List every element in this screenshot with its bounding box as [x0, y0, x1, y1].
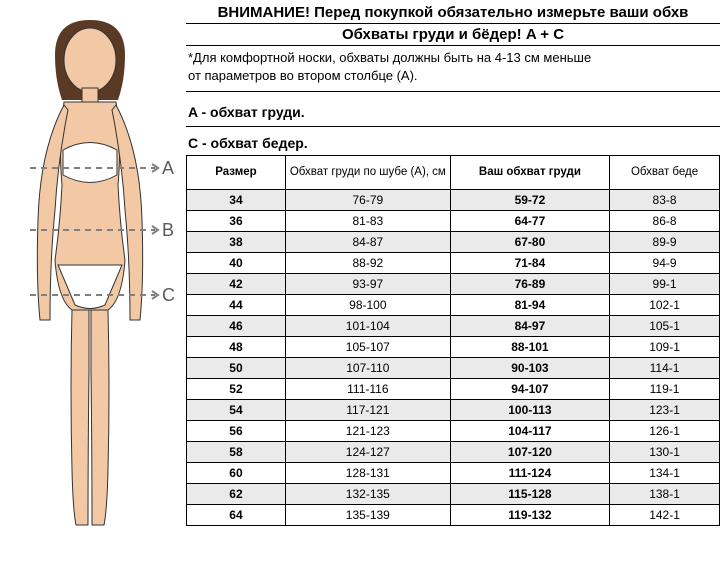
- cell-hip: 142-1: [610, 505, 720, 526]
- cell-bust: 104-117: [450, 421, 609, 442]
- cell-hip: 134-1: [610, 463, 720, 484]
- cell-bust: 71-84: [450, 253, 609, 274]
- cell-bust: 88-101: [450, 337, 609, 358]
- cell-a: 81-83: [285, 211, 450, 232]
- cell-bust: 107-120: [450, 442, 609, 463]
- cell-a: 135-139: [285, 505, 450, 526]
- note-line-2: от параметров во втором столбце (A).: [188, 67, 718, 85]
- cell-hip: 94-9: [610, 253, 720, 274]
- cell-a: 111-116: [285, 379, 450, 400]
- table-row: 56121-123104-117126-1: [187, 421, 720, 442]
- cell-size: 34: [187, 190, 286, 211]
- cell-hip: 83-8: [610, 190, 720, 211]
- cell-hip: 119-1: [610, 379, 720, 400]
- table-row: 3476-7959-7283-8: [187, 190, 720, 211]
- title-line-2: Обхваты груди и бёдер! A + C: [186, 24, 720, 46]
- cell-size: 44: [187, 295, 286, 316]
- content-column: ВНИМАНИЕ! Перед покупкой обязательно изм…: [186, 0, 720, 581]
- cell-hip: 102-1: [610, 295, 720, 316]
- cell-size: 48: [187, 337, 286, 358]
- cell-a: 93-97: [285, 274, 450, 295]
- cell-size: 50: [187, 358, 286, 379]
- cell-a: 84-87: [285, 232, 450, 253]
- table-row: 58124-127107-120130-1: [187, 442, 720, 463]
- table-row: 3681-8364-7786-8: [187, 211, 720, 232]
- cell-bust: 100-113: [450, 400, 609, 421]
- section-c-label: C - обхват бедер.: [186, 127, 720, 155]
- cell-a: 128-131: [285, 463, 450, 484]
- measure-label-c: C: [162, 285, 175, 306]
- measure-label-b: B: [162, 220, 174, 241]
- cell-a: 101-104: [285, 316, 450, 337]
- cell-size: 56: [187, 421, 286, 442]
- table-row: 54117-121100-113123-1: [187, 400, 720, 421]
- cell-size: 40: [187, 253, 286, 274]
- table-row: 4498-10081-94102-1: [187, 295, 720, 316]
- cell-size: 60: [187, 463, 286, 484]
- table-row: 60128-131111-124134-1: [187, 463, 720, 484]
- cell-bust: 64-77: [450, 211, 609, 232]
- cell-size: 36: [187, 211, 286, 232]
- cell-hip: 86-8: [610, 211, 720, 232]
- size-table: Размер Обхват груди по шубе (A), см Ваш …: [186, 155, 720, 526]
- cell-hip: 138-1: [610, 484, 720, 505]
- cell-bust: 81-94: [450, 295, 609, 316]
- header-your-bust: Ваш обхват груди: [450, 156, 609, 190]
- cell-size: 38: [187, 232, 286, 253]
- table-row: 46101-10484-97105-1: [187, 316, 720, 337]
- cell-a: 98-100: [285, 295, 450, 316]
- measure-label-a: A: [162, 158, 174, 179]
- header-a: Обхват груди по шубе (A), см: [285, 156, 450, 190]
- cell-size: 46: [187, 316, 286, 337]
- table-row: 52111-11694-107119-1: [187, 379, 720, 400]
- cell-size: 62: [187, 484, 286, 505]
- cell-a: 124-127: [285, 442, 450, 463]
- cell-hip: 126-1: [610, 421, 720, 442]
- cell-a: 76-79: [285, 190, 450, 211]
- table-header-row: Размер Обхват груди по шубе (A), см Ваш …: [187, 156, 720, 190]
- cell-a: 132-135: [285, 484, 450, 505]
- cell-a: 88-92: [285, 253, 450, 274]
- cell-hip: 99-1: [610, 274, 720, 295]
- cell-size: 52: [187, 379, 286, 400]
- table-row: 4088-9271-8494-9: [187, 253, 720, 274]
- title-line-1: ВНИМАНИЕ! Перед покупкой обязательно изм…: [186, 0, 720, 24]
- section-a-label: A - обхват груди.: [186, 92, 720, 127]
- cell-bust: 90-103: [450, 358, 609, 379]
- body-figure-svg: [0, 10, 186, 530]
- cell-a: 107-110: [285, 358, 450, 379]
- cell-hip: 109-1: [610, 337, 720, 358]
- cell-size: 58: [187, 442, 286, 463]
- cell-bust: 115-128: [450, 484, 609, 505]
- cell-a: 105-107: [285, 337, 450, 358]
- cell-a: 121-123: [285, 421, 450, 442]
- table-row: 48105-10788-101109-1: [187, 337, 720, 358]
- table-row: 64135-139119-132142-1: [187, 505, 720, 526]
- table-row: 4293-9776-8999-1: [187, 274, 720, 295]
- cell-size: 42: [187, 274, 286, 295]
- table-row: 3884-8767-8089-9: [187, 232, 720, 253]
- header-size: Размер: [187, 156, 286, 190]
- cell-size: 64: [187, 505, 286, 526]
- cell-hip: 114-1: [610, 358, 720, 379]
- cell-bust: 119-132: [450, 505, 609, 526]
- cell-hip: 130-1: [610, 442, 720, 463]
- cell-size: 54: [187, 400, 286, 421]
- table-row: 50107-11090-103114-1: [187, 358, 720, 379]
- cell-hip: 89-9: [610, 232, 720, 253]
- note-block: *Для комфортной носки, обхваты должны бы…: [186, 46, 720, 87]
- cell-bust: 94-107: [450, 379, 609, 400]
- cell-bust: 84-97: [450, 316, 609, 337]
- note-line-1: *Для комфортной носки, обхваты должны бы…: [188, 49, 718, 67]
- figure-column: A B C: [0, 0, 186, 581]
- cell-hip: 105-1: [610, 316, 720, 337]
- cell-bust: 59-72: [450, 190, 609, 211]
- cell-hip: 123-1: [610, 400, 720, 421]
- header-hip: Обхват беде: [610, 156, 720, 190]
- cell-a: 117-121: [285, 400, 450, 421]
- cell-bust: 67-80: [450, 232, 609, 253]
- table-row: 62132-135115-128138-1: [187, 484, 720, 505]
- cell-bust: 111-124: [450, 463, 609, 484]
- cell-bust: 76-89: [450, 274, 609, 295]
